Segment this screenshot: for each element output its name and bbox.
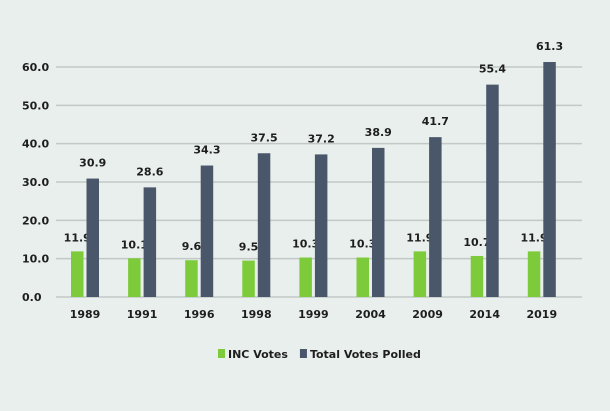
data-label: 10.3 bbox=[292, 238, 319, 251]
bar-inc bbox=[185, 260, 198, 297]
data-label: 38.9 bbox=[365, 126, 392, 139]
data-label: 37.5 bbox=[250, 131, 277, 144]
data-label: 10.7 bbox=[463, 236, 490, 249]
data-label: 9.6 bbox=[182, 240, 202, 253]
bar-total bbox=[314, 154, 328, 297]
bar-total bbox=[486, 84, 499, 297]
y-tick-label: 20.0 bbox=[22, 214, 49, 227]
bar-inc bbox=[299, 257, 312, 297]
data-label: 28.6 bbox=[136, 165, 163, 178]
data-label: 30.9 bbox=[79, 157, 106, 170]
bar-inc bbox=[356, 257, 369, 297]
x-tick-label: 2019 bbox=[526, 308, 557, 321]
x-tick-label: 2004 bbox=[355, 308, 386, 321]
y-tick-label: 40.0 bbox=[22, 138, 49, 151]
x-tick-label: 2009 bbox=[412, 308, 443, 321]
data-label: 34.3 bbox=[193, 144, 220, 157]
bar-total bbox=[143, 187, 157, 297]
data-label: 10.3 bbox=[349, 238, 376, 251]
x-tick-label: 1998 bbox=[241, 308, 272, 321]
bar-total bbox=[257, 153, 271, 297]
legend-label: INC Votes bbox=[228, 348, 288, 361]
bar-total bbox=[372, 147, 385, 297]
data-label: 37.2 bbox=[308, 132, 335, 145]
bar-inc bbox=[527, 251, 541, 297]
bar-inc bbox=[71, 251, 84, 297]
legend-swatch bbox=[218, 349, 225, 358]
data-label: 41.7 bbox=[422, 115, 449, 128]
y-tick-label: 50.0 bbox=[22, 99, 49, 112]
legend-label: Total Votes Polled bbox=[310, 348, 421, 361]
bar-total bbox=[86, 178, 99, 297]
y-tick-label: 10.0 bbox=[22, 253, 49, 266]
data-label: 11.9 bbox=[406, 231, 433, 244]
data-label: 55.4 bbox=[479, 63, 506, 76]
x-tick-label: 1999 bbox=[298, 308, 329, 321]
data-label: 10.1 bbox=[121, 238, 148, 251]
y-tick-label: 60.0 bbox=[22, 61, 49, 74]
data-label: 61.3 bbox=[536, 40, 563, 53]
y-tick-label: 30.0 bbox=[22, 176, 49, 189]
x-tick-label: 1989 bbox=[70, 308, 101, 321]
legend-swatch bbox=[299, 349, 307, 358]
data-label: 11.9 bbox=[64, 231, 91, 244]
x-tick-label: 2014 bbox=[469, 308, 500, 321]
bar-total bbox=[429, 137, 442, 297]
data-label: 9.5 bbox=[239, 241, 259, 254]
bar-inc bbox=[128, 258, 141, 297]
bar-inc bbox=[413, 251, 427, 297]
x-tick-label: 1991 bbox=[127, 308, 158, 321]
bar-total bbox=[200, 165, 214, 297]
bar-inc bbox=[242, 260, 255, 297]
y-tick-label: 0.0 bbox=[22, 291, 42, 304]
x-tick-label: 1996 bbox=[184, 308, 215, 321]
bar-inc bbox=[470, 255, 484, 297]
bar-total bbox=[543, 62, 556, 298]
data-label: 11.9 bbox=[520, 231, 547, 244]
